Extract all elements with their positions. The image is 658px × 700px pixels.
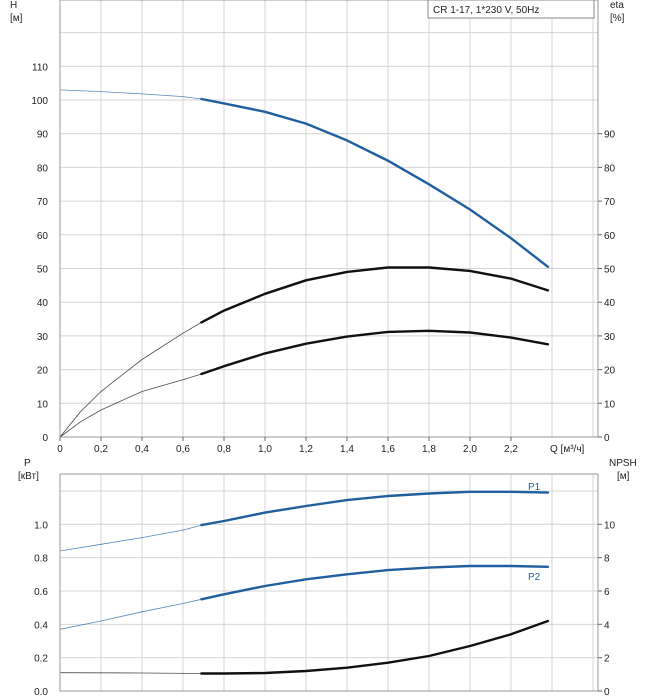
- npsh-ytick-label: 8: [604, 554, 610, 565]
- power-ytick-label: 1.0: [34, 520, 48, 531]
- npsh-curve-extrapolated: [59, 672, 202, 674]
- head-ytick-label: 30: [37, 332, 49, 343]
- efficiency-lower-curve: [200, 329, 550, 376]
- eta-ytick-label: 80: [604, 163, 616, 174]
- head-panel-frame: [59, 0, 599, 438]
- eta-axis-unit: [%]: [610, 13, 625, 24]
- q-xtick-label: 0,8: [217, 444, 231, 455]
- npsh-ytick-label: 6: [604, 587, 610, 598]
- power-axis-title: P: [24, 458, 31, 469]
- head-ytick-label: 20: [37, 366, 49, 377]
- head-ytick-label: 110: [32, 62, 48, 73]
- head-ytick-label: 80: [37, 163, 49, 174]
- head-ytick-label: 60: [37, 231, 49, 242]
- head-axis-title: H: [10, 0, 17, 11]
- efficiency-lower-curve-extrapolated: [59, 373, 202, 438]
- head-ytick-label: 0: [42, 433, 48, 444]
- npsh-ytick-label: 0: [604, 687, 610, 698]
- eta-ytick-label: 0: [604, 433, 610, 444]
- efficiency-upper-curve: [200, 266, 550, 324]
- eta-ytick-label: 50: [604, 265, 616, 276]
- q-xtick-label: 1,8: [422, 444, 436, 455]
- npsh-ytick-label: 2: [604, 654, 610, 665]
- npsh-ytick-label: 4: [604, 620, 610, 631]
- p1-curve-extrapolated: [59, 524, 202, 552]
- eta-ytick-label: 30: [604, 332, 616, 343]
- power-ytick-label: 0.6: [34, 587, 48, 598]
- frame-layer: [59, 0, 602, 692]
- grid-layer: [59, 0, 598, 692]
- q-xtick-label: 1,2: [299, 444, 313, 455]
- q-xtick-label: 2,2: [504, 444, 518, 455]
- q-xtick-label: 1,6: [381, 444, 395, 455]
- q-xtick-label: 0,6: [176, 444, 190, 455]
- head-curve-extrapolated: [59, 89, 202, 100]
- eta-ytick-label: 70: [604, 197, 616, 208]
- npsh-axis-unit: [м]: [617, 471, 630, 482]
- head-ytick-label: 50: [37, 265, 49, 276]
- q-xtick-label: 0: [57, 444, 63, 455]
- head-ytick-label: 40: [37, 298, 49, 309]
- q-axis-label: Q [м³/ч]: [550, 444, 585, 455]
- head-ytick-label: 10: [37, 399, 49, 410]
- q-xtick-label: 2,0: [463, 444, 477, 455]
- p2-curve-extrapolated: [59, 598, 202, 630]
- q-xtick-label: 1,0: [258, 444, 272, 455]
- power-ytick-label: 0.0: [34, 687, 48, 698]
- p2-curve: [200, 564, 550, 601]
- power-ytick-label: 0.4: [34, 620, 48, 631]
- chart-title: CR 1-17, 1*230 V, 50Hz: [433, 5, 539, 16]
- npsh-curve: [200, 619, 550, 675]
- text-layer: H[м]eta[%]CR 1-17, 1*230 V, 50Hz01020304…: [10, 0, 637, 698]
- p1-series-label: P1: [528, 482, 541, 493]
- power-ytick-label: 0.8: [34, 554, 48, 565]
- head-ytick-label: 100: [31, 96, 48, 107]
- efficiency-upper-curve-extrapolated: [59, 322, 202, 438]
- head-axis-unit: [м]: [10, 13, 23, 24]
- eta-ytick-label: 90: [604, 130, 616, 141]
- npsh-axis-title: NPSH: [609, 458, 637, 469]
- eta-ytick-label: 20: [604, 366, 616, 377]
- head-ytick-label: 90: [37, 130, 49, 141]
- npsh-ytick-label: 10: [604, 520, 616, 531]
- power-axis-unit: [кВт]: [18, 471, 39, 482]
- q-xtick-label: 0,4: [135, 444, 149, 455]
- curves-layer: [59, 89, 550, 675]
- power-ytick-label: 0.2: [34, 654, 48, 665]
- eta-axis-title: eta: [610, 0, 624, 11]
- power-panel-frame: [59, 473, 599, 692]
- q-xtick-label: 1,4: [340, 444, 354, 455]
- eta-ytick-label: 40: [604, 298, 616, 309]
- p2-series-label: P2: [528, 572, 541, 583]
- head-ytick-label: 70: [37, 197, 49, 208]
- head-curve: [200, 97, 550, 268]
- eta-ytick-label: 60: [604, 231, 616, 242]
- title-box: [427, 0, 595, 19]
- eta-ytick-label: 10: [604, 399, 616, 410]
- p1-curve: [200, 490, 550, 527]
- q-xtick-label: 0,2: [94, 444, 108, 455]
